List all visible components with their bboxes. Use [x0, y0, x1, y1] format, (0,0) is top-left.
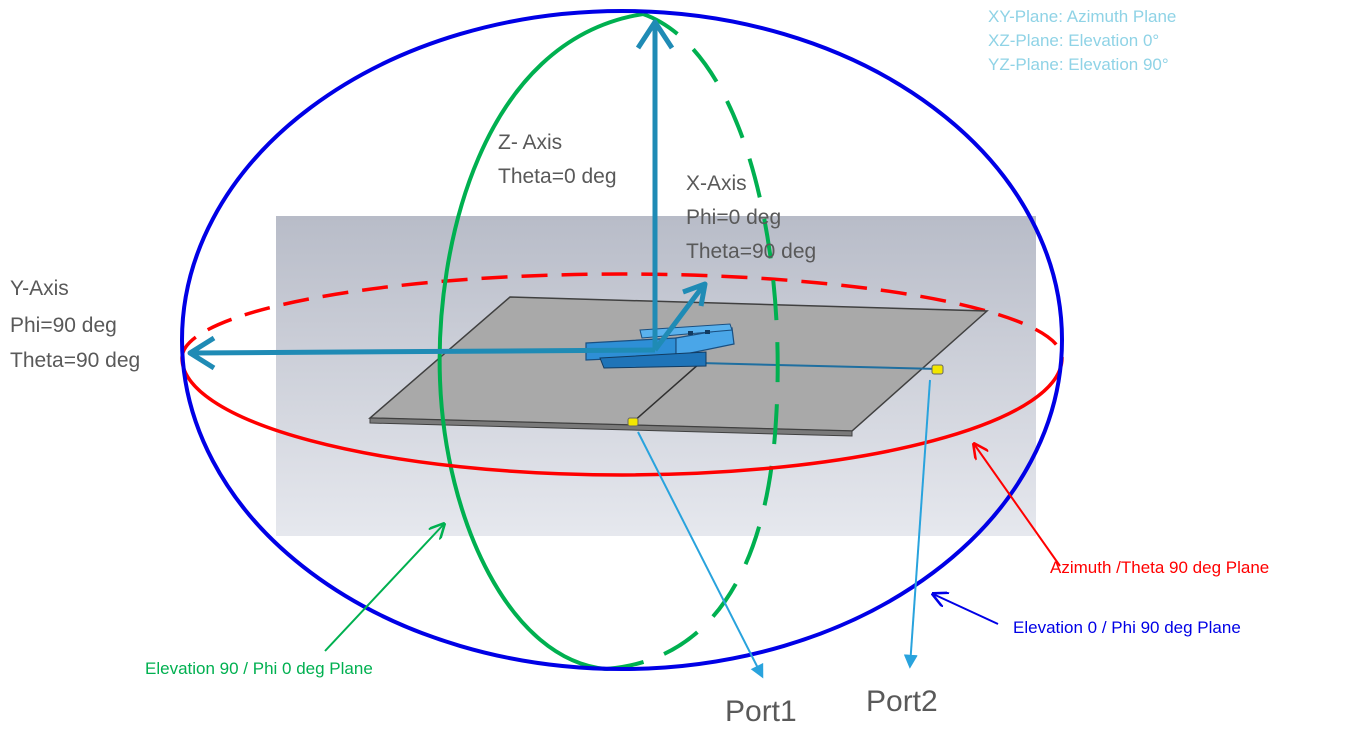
port2-label: Port2 — [866, 685, 938, 718]
port1-connector — [627, 417, 639, 427]
elevation-90-plane-back — [605, 12, 780, 671]
azimuth-callout-arrow — [974, 444, 1061, 567]
z-axis-theta-label: Theta=0 deg — [498, 165, 617, 188]
azimuth-plane-label: Azimuth /Theta 90 deg Plane — [1050, 558, 1270, 577]
ground-plane-edge — [369, 417, 853, 437]
port2-connector — [931, 364, 944, 375]
x-axis-arrow — [653, 281, 708, 352]
elevation-0-plane-label: Elevation 0 / Phi 90 deg Plane — [1013, 618, 1241, 637]
elevation-0-callout-arrow — [933, 594, 999, 625]
legend-yz-plane: YZ-Plane: Elevation 90° — [988, 55, 1169, 74]
port1-leader — [637, 431, 764, 679]
z-axis-arrow — [635, 19, 675, 350]
y-axis-arrow — [187, 335, 656, 371]
azimuth-plane-back — [180, 272, 1064, 359]
y-axis-label: Y-Axis — [10, 277, 69, 300]
elevation-0-plane — [180, 9, 1064, 671]
azimuth-plane-front — [180, 357, 1064, 477]
port1-label: Port1 — [725, 695, 797, 728]
x-axis-theta-label: Theta=90 deg — [686, 240, 817, 263]
elevation-90-plane-label: Elevation 90 / Phi 0 deg Plane — [145, 659, 373, 678]
board-seam-2 — [699, 362, 939, 370]
legend-xy-plane: XY-Plane: Azimuth Plane — [988, 7, 1177, 26]
legend-xz-plane: XZ-Plane: Elevation 0° — [988, 31, 1160, 50]
y-axis-theta-label: Theta=90 deg — [10, 349, 141, 372]
z-axis-label: Z- Axis — [498, 131, 563, 154]
port2-leader — [903, 379, 931, 669]
elevation-90-callout-arrow — [324, 524, 444, 652]
x-axis-phi-label: Phi=0 deg — [686, 206, 782, 229]
elevation-90-plane-front — [437, 12, 644, 671]
x-axis-label: X-Axis — [686, 172, 747, 195]
board-seam-1 — [632, 362, 701, 423]
y-axis-phi-label: Phi=90 deg — [10, 314, 117, 337]
